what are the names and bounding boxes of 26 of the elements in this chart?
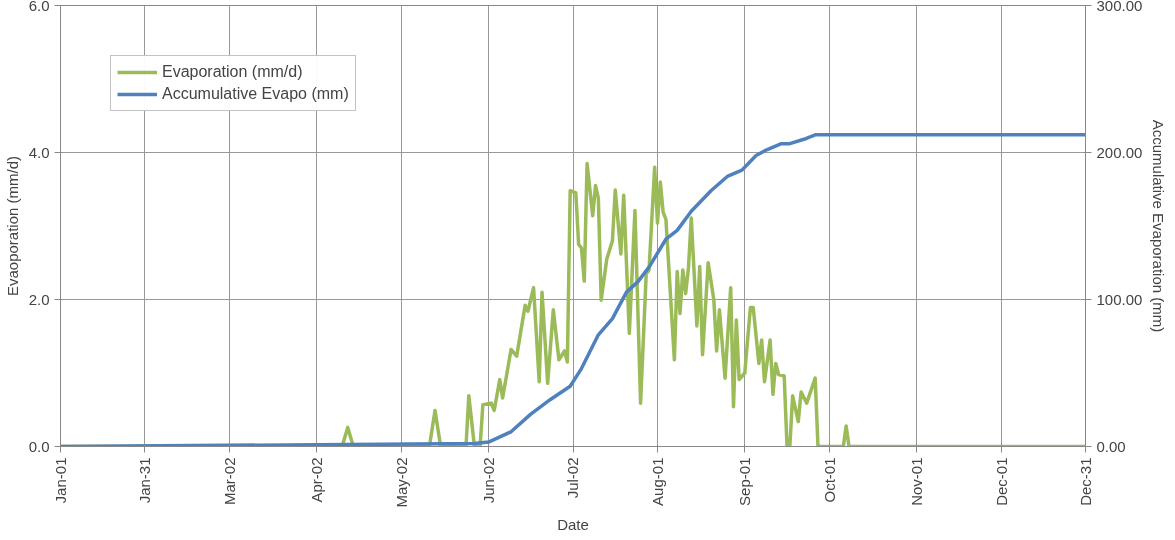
- y-tick-label: 2.0: [28, 290, 50, 308]
- x-tick-label: Jun-02: [480, 457, 498, 504]
- x-tick-label: Jan-01: [52, 457, 69, 504]
- y2-axis-title: Accumulative Evaporation (mm): [1150, 119, 1168, 333]
- x-tick-label: Jan-31: [136, 457, 154, 504]
- y2-tick-label: 200.00: [1096, 143, 1143, 161]
- x-tick-label: Aug-01: [648, 457, 666, 506]
- x-tick-label: Dec-01: [992, 457, 1010, 506]
- y-tick-label: 0.0: [28, 437, 50, 455]
- x-axis-title: Date: [557, 515, 589, 533]
- x-tick-label: Apr-02: [308, 457, 326, 503]
- x-tick-label: Mar-02: [220, 457, 238, 506]
- legend-label: Evaporation (mm/d): [162, 63, 303, 81]
- x-tick-label: Jul-02: [564, 457, 582, 499]
- x-tick-label: Oct-01: [820, 457, 838, 503]
- x-tick-label: Dec-31: [1077, 457, 1094, 506]
- y2-tick-label: 300.00: [1096, 0, 1143, 14]
- y2-tick-label: 0.00: [1096, 437, 1126, 455]
- y2-tick-label: 100.00: [1096, 290, 1143, 308]
- y-axis-title: Evaoporation (mm/d): [3, 155, 21, 297]
- y-tick-label: 4.0: [28, 143, 50, 161]
- x-tick-label: May-02: [392, 457, 410, 508]
- y-tick-label: 6.0: [28, 0, 50, 14]
- legend-label: Accumulative Evapo (mm): [162, 85, 349, 103]
- x-tick-label: Nov-01: [908, 457, 926, 506]
- x-tick-label: Sep-01: [736, 457, 754, 506]
